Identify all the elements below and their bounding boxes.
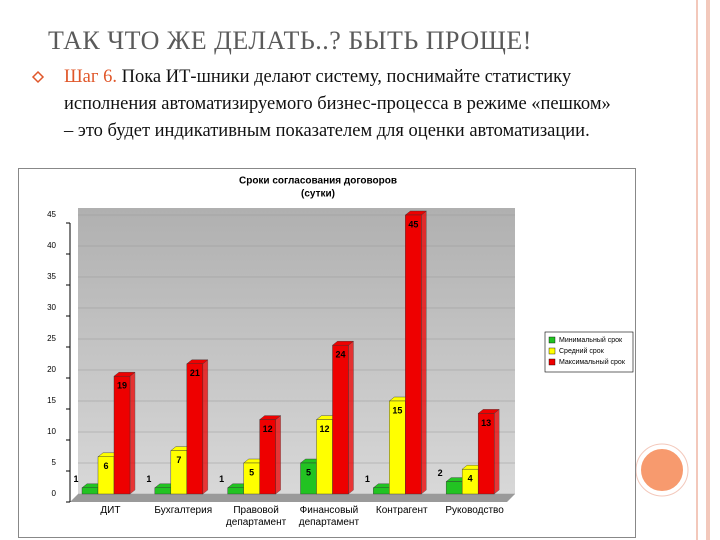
y-tick-label: 5 <box>52 458 57 467</box>
value-label: 1 <box>219 474 224 484</box>
bar-side <box>493 408 500 495</box>
bar <box>445 481 463 495</box>
decor-circle <box>637 445 687 495</box>
legend-box <box>544 331 634 373</box>
y-tick-label: 25 <box>47 334 56 343</box>
legend-swatch <box>548 336 556 344</box>
value-label: 5 <box>306 467 311 477</box>
x-tick-label: Контрагент <box>375 505 428 516</box>
value-label: 21 <box>190 368 200 378</box>
bar-side <box>348 340 354 495</box>
chart-box: Сроки согласования договоров (сутки) 0 5 1… <box>18 168 636 538</box>
bar <box>186 363 204 495</box>
y-tick-label: 35 <box>47 272 56 281</box>
legend-label: Минимальный срок <box>559 336 623 344</box>
value-label: 12 <box>263 424 273 434</box>
bullet-marker <box>31 70 45 84</box>
bar <box>477 413 495 495</box>
value-label: 13 <box>481 418 491 428</box>
chart-subtitle: (сутки) <box>301 189 335 200</box>
bar-side <box>421 210 427 495</box>
y-tick-label: 15 <box>47 396 56 405</box>
value-label: 24 <box>335 350 345 360</box>
value-label: 6 <box>103 461 108 471</box>
legend-label: Средний срок <box>559 347 605 355</box>
bar <box>227 487 244 495</box>
x-tick-label: Финансовый департамент <box>298 505 360 528</box>
legend-swatch <box>548 347 556 355</box>
y-tick-label: 40 <box>47 241 56 250</box>
value-label: 45 <box>408 219 418 229</box>
x-tick-label: Правовой департамент <box>225 505 287 528</box>
value-label: 1 <box>73 474 78 484</box>
bar <box>405 214 422 495</box>
bar <box>259 419 276 495</box>
bar <box>332 344 349 495</box>
value-label: 7 <box>176 455 181 465</box>
bullet-label: Шаг 6. <box>64 67 117 87</box>
y-tick-label: 45 <box>47 210 56 219</box>
x-tick-label: Руководство <box>445 505 504 516</box>
value-label: 1 <box>146 474 151 484</box>
plot-area <box>78 208 515 494</box>
bar <box>373 487 390 495</box>
bar <box>81 487 99 495</box>
bullet-body: Пока ИТ-шники делают систему, поснимайте… <box>64 67 611 141</box>
legend-label: Максимальный срок <box>559 358 626 366</box>
bullet-text: Шаг 6. Пока ИТ-шники делают систему, пос… <box>64 64 624 145</box>
value-label: 12 <box>319 424 329 434</box>
y-tick-label: 10 <box>47 427 56 436</box>
y-tick-label: 30 <box>47 303 56 312</box>
x-tick-label: Бухгалтерия <box>154 505 213 516</box>
decor-ring <box>635 443 689 497</box>
value-label: 2 <box>438 468 443 478</box>
bar-side <box>202 359 209 495</box>
legend-swatch <box>548 358 556 366</box>
value-label: 1 <box>365 474 370 484</box>
slide-title: ТАК ЧТО ЖЕ ДЕЛАТЬ..? БЫТЬ ПРОЩЕ! <box>48 26 532 55</box>
bar <box>154 487 172 495</box>
value-label: 19 <box>117 381 127 391</box>
y-tick-label: 20 <box>47 365 56 374</box>
chart-title: Сроки согласования договоров <box>239 176 397 187</box>
x-tick-label: ДИТ <box>100 505 121 516</box>
value-label: 15 <box>392 405 402 415</box>
value-label: 5 <box>249 467 254 477</box>
bar-side <box>275 415 281 495</box>
bar-side <box>129 371 136 495</box>
value-label: 4 <box>468 474 473 484</box>
plot-floor <box>70 494 515 502</box>
y-tick-label: 0 <box>52 489 57 498</box>
bar <box>113 375 131 495</box>
chart: Сроки согласования договоров (сутки) 0 5 1… <box>18 168 636 538</box>
